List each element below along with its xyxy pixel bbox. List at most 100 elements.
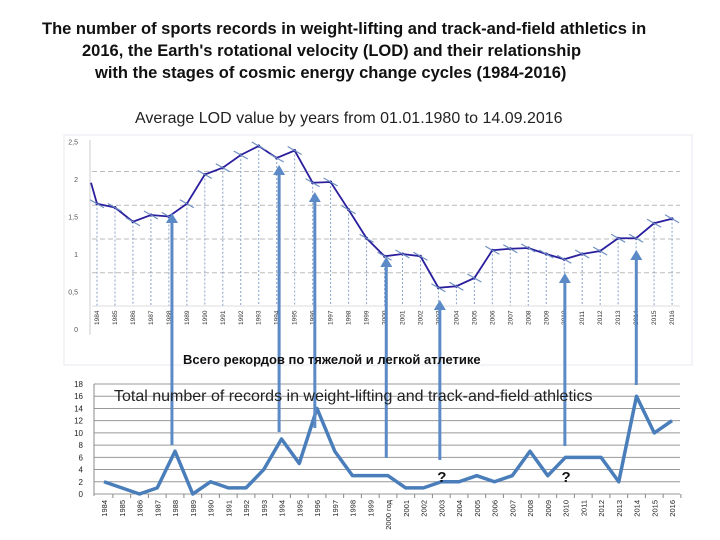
- arrow-head-1988: [165, 213, 178, 223]
- lod-xtick: 1984: [94, 310, 101, 325]
- arrow-head-2014: [630, 250, 643, 260]
- question-mark-2003: ?: [437, 469, 446, 486]
- lod-stage-mark: [377, 251, 392, 261]
- lod-xtick: 1993: [256, 310, 263, 325]
- lod-stage-mark: [233, 150, 249, 160]
- lod-stage-mark: [251, 141, 267, 151]
- lod-ytick: 2,5: [68, 140, 78, 147]
- records-xtick: 2000 год: [384, 499, 393, 529]
- records-xtick: 1988: [171, 500, 180, 517]
- lod-xtick: 2006: [489, 310, 496, 325]
- lod-xtick: 1999: [364, 310, 371, 325]
- records-ytick: 6: [79, 453, 84, 462]
- lod-stage-mark: [341, 205, 356, 215]
- lod-xtick: 2015: [651, 310, 658, 325]
- lod-stage-mark: [467, 273, 482, 283]
- lod-xtick: 2004: [453, 310, 460, 325]
- records-xtick: 1991: [224, 500, 233, 517]
- lod-stage-mark: [538, 249, 554, 259]
- records-xtick: 2002: [420, 500, 429, 517]
- records-xtick: 2005: [473, 500, 482, 517]
- lod-xtick: 1985: [112, 310, 119, 325]
- lod-chart: 0 0,5 1 1,5 2 2,5 1984 1985 1986 1987 1988 1989 1990…: [63, 134, 693, 366]
- records-xtick: 1985: [118, 500, 127, 517]
- lod-xtick: 2013: [615, 310, 622, 325]
- lod-xtick: 1991: [220, 310, 227, 325]
- lod-xtick: 1986: [130, 310, 137, 325]
- lod-stage-mark: [449, 281, 464, 291]
- records-xtick: 2004: [455, 500, 464, 517]
- arrows: ??: [165, 165, 643, 486]
- records-xtick: 1986: [136, 500, 145, 517]
- records-overlay-label: Total number of records in weight-liftin…: [114, 388, 593, 405]
- lod-stage-mark: [305, 178, 320, 188]
- lod-stage-mark: [215, 163, 231, 173]
- records-ytick: 16: [74, 392, 83, 401]
- records-ytick: 10: [74, 429, 83, 438]
- records-xtick: 2015: [650, 500, 659, 517]
- records-chart-title: Всего рекордов по тяжелой и легкой атлет…: [183, 352, 481, 367]
- records-xtick: 2012: [597, 500, 606, 517]
- records-xtick: 1992: [242, 500, 251, 517]
- lod-chart-title: Average LOD value by years from 01.01.19…: [135, 110, 563, 127]
- records-xtick: 1994: [278, 500, 287, 517]
- lod-ytick: 1,5: [68, 215, 78, 222]
- lod-ytick: 0: [74, 327, 78, 334]
- lod-stage-mark: [395, 249, 410, 259]
- records-xtick: 1996: [313, 500, 322, 517]
- records-xtick: 2001: [402, 500, 411, 517]
- lod-xtick: 2012: [597, 310, 604, 325]
- records-ytick: 18: [74, 380, 83, 389]
- lod-xtick: 1998: [346, 310, 353, 325]
- lod-xtick: 1987: [148, 310, 155, 325]
- lod-xtick: 1994: [274, 310, 281, 325]
- lod-xtick: 2005: [471, 310, 478, 325]
- lod-stage-mark: [646, 218, 662, 228]
- title-line-1: The number of sports records in weight-l…: [42, 20, 647, 38]
- records-xtick: 2010: [562, 500, 571, 517]
- records-xtick: 1989: [189, 500, 198, 517]
- lod-ytick: 2: [74, 177, 78, 184]
- records-xtick: 1990: [207, 500, 216, 517]
- lod-stage-mark: [485, 245, 500, 255]
- arrow-head-1994: [273, 165, 286, 175]
- lod-stage-mark: [520, 243, 536, 253]
- lod-xtick: 2008: [525, 310, 532, 325]
- lod-stage-mark: [143, 210, 159, 220]
- lod-stage-mark: [556, 254, 572, 264]
- records-xtick: 2013: [615, 500, 624, 517]
- records-xtick: 1998: [349, 500, 358, 517]
- arrow-head-2000: [380, 257, 393, 267]
- records-xtick: 2006: [491, 500, 500, 517]
- lod-xtick: 1992: [238, 310, 245, 325]
- lod-stage-mark: [179, 199, 195, 209]
- lod-xtick: 2007: [507, 310, 514, 325]
- lod-ytick: 1: [74, 252, 78, 259]
- question-mark-2010: ?: [562, 469, 571, 486]
- records-ytick: 2: [79, 478, 84, 487]
- lod-stage-mark: [107, 202, 123, 213]
- lod-stage-mark: [628, 233, 644, 243]
- lod-line: [90, 144, 673, 289]
- lod-xtick: 2001: [399, 310, 406, 325]
- records-ytick: 14: [74, 404, 83, 413]
- lod-stage-mark: [323, 177, 338, 187]
- lod-stage-mark: [359, 233, 374, 243]
- arrow-head-1996: [308, 192, 321, 202]
- records-xtick: 2008: [526, 500, 535, 517]
- records-xtick: 1995: [295, 500, 304, 517]
- records-ytick: 8: [79, 441, 84, 450]
- lod-stage-mark: [592, 246, 608, 256]
- records-xtick: 2016: [668, 500, 677, 517]
- lod-stage-mark: [574, 249, 590, 259]
- records-ytick: 12: [74, 417, 83, 426]
- records-xtick: 2007: [508, 500, 517, 517]
- lod-xtick: 2011: [579, 311, 586, 325]
- records-xtick: 2009: [544, 500, 553, 517]
- lod-chart-frame: [63, 134, 693, 366]
- lod-stage-mark: [664, 214, 680, 224]
- records-xtick: 2011: [579, 500, 588, 516]
- lod-xtick: 1988: [166, 310, 173, 325]
- lod-xtick: 1997: [328, 310, 335, 325]
